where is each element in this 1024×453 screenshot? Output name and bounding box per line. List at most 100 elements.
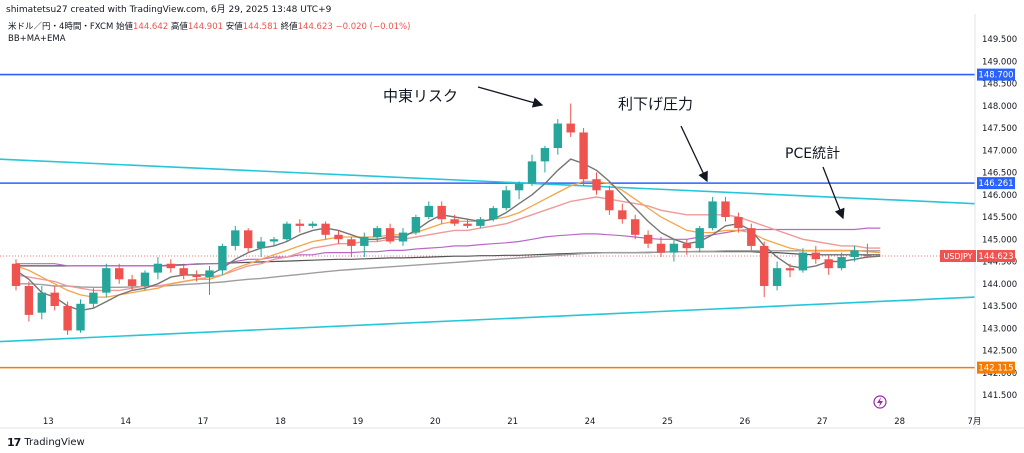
candle-body: [695, 228, 704, 249]
trendline: [0, 296, 976, 343]
close-label: 終値: [280, 22, 298, 32]
candle-body: [708, 201, 717, 229]
candle-body: [863, 255, 872, 257]
arrow-pce: [822, 166, 845, 220]
tradingview-logo-icon: 17: [7, 436, 21, 449]
candle-body: [398, 232, 408, 242]
candle-body: [334, 234, 343, 240]
x-tick-label: 14: [120, 417, 131, 427]
candle-body: [656, 243, 666, 253]
y-tick-label: 142.000: [982, 369, 1017, 379]
candle-body: [579, 132, 588, 180]
x-tick-label: 27: [817, 417, 828, 427]
candle-body: [811, 252, 820, 260]
level-price-text: 142.115: [978, 364, 1013, 374]
candle-body: [566, 123, 575, 133]
y-tick-label: 145.500: [982, 213, 1017, 223]
y-tick-label: 145.000: [982, 235, 1017, 245]
annotation-pce: PCE統計: [785, 146, 841, 162]
y-tick-label: 149.500: [982, 35, 1017, 45]
candle-body: [321, 223, 330, 235]
overlay-ema-orange: [15, 180, 881, 298]
level-price-text: 146.261: [978, 179, 1013, 189]
candle-body: [514, 183, 524, 191]
change-value: −0.020 (−0.01%): [335, 22, 411, 32]
x-tick-label: 18: [275, 417, 286, 427]
candle-body: [244, 230, 253, 249]
x-tick-label: 17: [198, 417, 209, 427]
candle-body: [618, 210, 627, 220]
candle-body: [63, 306, 72, 331]
candle-body: [218, 245, 227, 271]
candle-body: [747, 228, 756, 246]
arrow-rate-cut: [680, 125, 708, 183]
annotation-arrows: [477, 86, 845, 220]
tradingview-brand[interactable]: 17 TradingView: [7, 436, 85, 449]
close-value: 144.623: [297, 22, 333, 32]
level-price-tag: [977, 68, 1015, 81]
candle-body: [89, 292, 98, 304]
open-value: 144.642: [133, 22, 169, 32]
symbol-label: 米ドル／円・4時間・FXCM: [8, 22, 114, 32]
symbol-tag-text: USDJPY: [944, 252, 973, 261]
candle-body: [682, 243, 691, 249]
price-labels: 148.700 146.261 142.115 USDJPY 144.623: [873, 68, 1015, 409]
y-tick-label: 143.000: [982, 324, 1017, 334]
candle-body: [360, 237, 369, 246]
trendlines[interactable]: [0, 158, 976, 343]
last-price-text: 144.623: [978, 252, 1013, 262]
candle-body: [502, 190, 511, 209]
last-price-tag: [977, 250, 1015, 263]
y-tick-label: 144.000: [982, 280, 1017, 290]
candle-body: [721, 201, 730, 217]
x-tick-label: 26: [739, 417, 750, 427]
indicator-legend[interactable]: BB+MA+EMA: [8, 34, 66, 44]
low-label: 安値: [225, 22, 243, 32]
horizontal-levels[interactable]: [0, 73, 975, 369]
candle-body: [295, 223, 304, 226]
y-tick-label: 142.500: [982, 347, 1017, 357]
candle-body: [437, 205, 446, 220]
candle-body: [489, 208, 498, 220]
candle-body: [798, 252, 808, 271]
candle-body: [605, 190, 614, 211]
open-label: 始値: [115, 22, 133, 32]
candle-body: [553, 123, 562, 149]
candle-body: [385, 228, 395, 242]
candle-body: [669, 243, 679, 253]
candle-body: [115, 268, 124, 280]
candle-body: [760, 245, 769, 286]
candle-body: [11, 263, 21, 286]
candle-body: [527, 161, 537, 184]
x-tick-label: 25: [662, 417, 673, 427]
y-tick-label: 147.000: [982, 146, 1017, 156]
candle-body: [140, 272, 150, 286]
x-tick-label: 28: [894, 417, 905, 427]
y-tick-label: 146.000: [982, 191, 1017, 201]
candle-body: [269, 239, 279, 242]
y-tick-label: 144.500: [982, 258, 1017, 268]
candle-body: [850, 250, 859, 258]
trendline: [0, 158, 976, 205]
lightning-icon: [877, 397, 883, 407]
x-tick-label: 20: [430, 417, 441, 427]
candle-body: [102, 268, 111, 293]
high-value: 144.901: [187, 22, 224, 32]
price-axis: 141.500 142.000 142.500 143.000 143.500 144.0…: [974, 14, 1017, 428]
candle-body: [282, 223, 292, 240]
candle-body: [179, 268, 188, 275]
y-tick-label: 148.500: [982, 80, 1017, 90]
credit-text: shimatetsu27 created with TradingView.co…: [6, 5, 332, 15]
high-label: 高値: [170, 22, 188, 32]
candle-body: [256, 241, 266, 249]
candle-body: [373, 228, 382, 238]
ohlc-legend: 米ドル／円・4時間・FXCM 始値144.642 高値144.901 安値 144…: [8, 20, 410, 32]
candle-body: [643, 234, 653, 244]
candle-body: [231, 230, 240, 246]
y-tick-label: 149.000: [982, 57, 1017, 67]
candle-body: [592, 179, 601, 191]
candle-body: [463, 223, 472, 226]
y-tick-label: 148.000: [982, 102, 1017, 112]
level-price-text: 148.700: [978, 71, 1013, 81]
